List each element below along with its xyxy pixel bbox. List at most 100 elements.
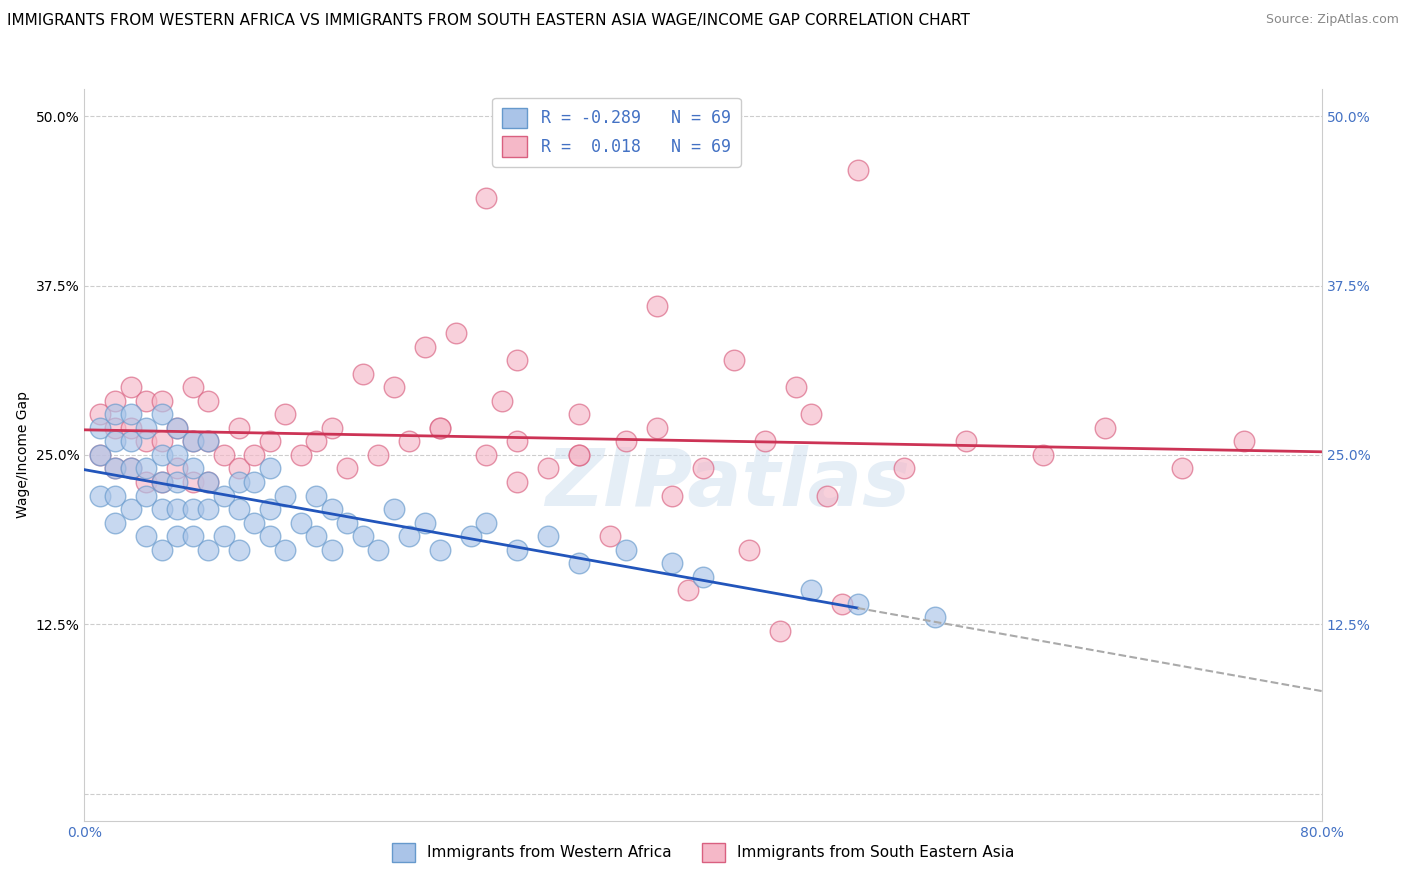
Text: IMMIGRANTS FROM WESTERN AFRICA VS IMMIGRANTS FROM SOUTH EASTERN ASIA WAGE/INCOME: IMMIGRANTS FROM WESTERN AFRICA VS IMMIGR… [7, 13, 970, 29]
Point [846, 163, 869, 178]
Point [893, 461, 915, 475]
Point [800, 583, 823, 598]
Point [89, 448, 111, 462]
Point [429, 421, 451, 435]
Point [150, 448, 173, 462]
Point [212, 489, 235, 503]
Point [197, 434, 219, 449]
Point [104, 393, 127, 408]
Point [645, 299, 668, 313]
Point [537, 461, 560, 475]
Point [506, 475, 529, 489]
Point [1171, 461, 1194, 475]
Point [120, 380, 142, 394]
Point [491, 393, 513, 408]
Point [166, 448, 188, 462]
Point [150, 542, 173, 557]
Point [166, 421, 188, 435]
Point [506, 353, 529, 368]
Point [181, 434, 204, 449]
Point [89, 407, 111, 421]
Point [197, 475, 219, 489]
Point [568, 448, 591, 462]
Point [800, 407, 823, 421]
Point [352, 529, 374, 543]
Point [475, 448, 498, 462]
Point [290, 516, 312, 530]
Point [166, 502, 188, 516]
Point [352, 367, 374, 381]
Point [120, 461, 142, 475]
Point [924, 610, 946, 624]
Point [259, 434, 281, 449]
Text: Source: ZipAtlas.com: Source: ZipAtlas.com [1265, 13, 1399, 27]
Point [444, 326, 467, 340]
Point [398, 529, 420, 543]
Point [150, 475, 173, 489]
Point [181, 502, 204, 516]
Point [692, 461, 714, 475]
Point [181, 380, 204, 394]
Text: ZIPatlas: ZIPatlas [546, 445, 910, 524]
Point [738, 542, 761, 557]
Point [475, 190, 498, 204]
Point [460, 529, 482, 543]
Point [197, 502, 219, 516]
Point [568, 448, 591, 462]
Point [228, 421, 250, 435]
Point [228, 475, 250, 489]
Point [769, 624, 792, 638]
Point [135, 421, 157, 435]
Point [413, 516, 436, 530]
Point [274, 407, 297, 421]
Point [120, 502, 142, 516]
Point [166, 529, 188, 543]
Point [243, 475, 266, 489]
Point [150, 475, 173, 489]
Point [89, 489, 111, 503]
Point [274, 489, 297, 503]
Point [120, 421, 142, 435]
Point [1032, 448, 1054, 462]
Point [274, 542, 297, 557]
Point [135, 529, 157, 543]
Point [243, 516, 266, 530]
Point [181, 529, 204, 543]
Point [135, 434, 157, 449]
Point [382, 380, 405, 394]
Point [692, 570, 714, 584]
Point [382, 502, 405, 516]
Point [135, 475, 157, 489]
Point [599, 529, 621, 543]
Point [336, 461, 359, 475]
Point [104, 407, 127, 421]
Point [568, 556, 591, 570]
Point [1233, 434, 1256, 449]
Y-axis label: Wage/Income Gap: Wage/Income Gap [15, 392, 30, 518]
Point [104, 516, 127, 530]
Point [181, 461, 204, 475]
Point [228, 461, 250, 475]
Point [413, 340, 436, 354]
Point [197, 542, 219, 557]
Point [321, 502, 343, 516]
Point [429, 542, 451, 557]
Point [290, 448, 312, 462]
Legend: Immigrants from Western Africa, Immigrants from South Eastern Asia: Immigrants from Western Africa, Immigran… [385, 837, 1021, 868]
Point [135, 489, 157, 503]
Point [120, 434, 142, 449]
Point [305, 489, 328, 503]
Point [181, 434, 204, 449]
Point [197, 393, 219, 408]
Point [676, 583, 699, 598]
Point [398, 434, 420, 449]
Point [614, 434, 637, 449]
Point [89, 421, 111, 435]
Point [104, 434, 127, 449]
Point [120, 407, 142, 421]
Point [212, 448, 235, 462]
Point [166, 475, 188, 489]
Point [150, 393, 173, 408]
Point [104, 421, 127, 435]
Point [228, 542, 250, 557]
